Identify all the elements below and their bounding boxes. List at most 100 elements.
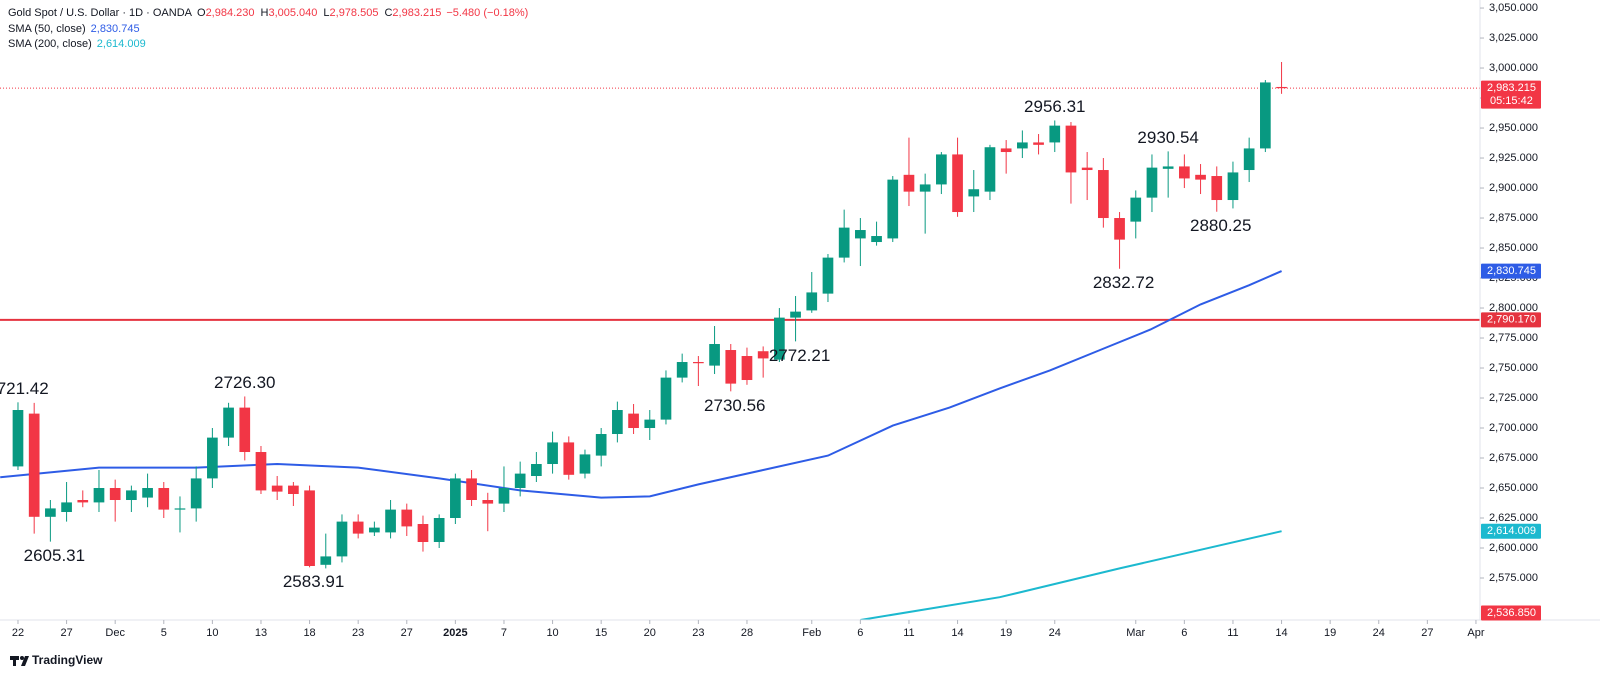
candle-body — [612, 410, 623, 435]
y-tick-label: 2,775.000 — [1489, 332, 1538, 344]
y-tick-label: 2,900.000 — [1489, 182, 1538, 194]
x-tick-label: 27 — [1421, 627, 1433, 639]
y-tick-label: 2,650.000 — [1489, 482, 1538, 494]
last-price-tag-label: 2,983.215 — [1487, 82, 1536, 94]
logo-part — [21, 656, 29, 666]
x-tick-label: 20 — [644, 627, 656, 639]
candle-body — [952, 154, 963, 213]
candle-body — [288, 485, 299, 495]
series-price-tag-label: 2,614.009 — [1487, 525, 1536, 537]
annotation: 2880.25 — [1190, 216, 1251, 235]
candle-body — [450, 478, 461, 519]
annotation: 2726.30 — [214, 373, 275, 392]
candle-body — [385, 509, 396, 533]
x-tick-label: 23 — [352, 627, 364, 639]
x-tick-label: 27 — [60, 627, 72, 639]
legend-entry: SMA (200, close) 2,614.009 — [8, 38, 146, 50]
candle-body — [595, 434, 607, 456]
x-tick-label: 14 — [1275, 627, 1287, 639]
x-tick-label: Feb — [802, 627, 821, 639]
x-tick-label: 27 — [401, 627, 413, 639]
candle-body — [158, 488, 170, 510]
x-tick-label: Mar — [1126, 627, 1145, 639]
candle-body — [806, 292, 818, 311]
quote-key: C — [384, 7, 392, 19]
candle-body — [1114, 218, 1125, 240]
series-price-tag-label: 2,830.745 — [1487, 265, 1536, 277]
x-tick-label: 24 — [1049, 627, 1061, 639]
x-tick-label: 24 — [1373, 627, 1385, 639]
candle-body — [352, 521, 364, 534]
offscreen-price-tag-label: 2,536.850 — [1487, 607, 1536, 619]
x-tick-label: 7 — [501, 627, 507, 639]
quote-value: 2,984.230 — [206, 7, 255, 19]
candle-body — [93, 488, 105, 503]
price-tags: 2,830.745 2,614.009 2,790.170 2,983.21505:1… — [1481, 80, 1541, 621]
candle-body — [1162, 166, 1174, 169]
candle-body — [239, 407, 251, 453]
x-tick-label: 22 — [12, 627, 24, 639]
annotation: 2930.54 — [1137, 128, 1198, 147]
legend-value: 2,614.009 — [97, 38, 146, 50]
candle-body — [968, 189, 980, 197]
candle-body — [693, 362, 704, 364]
x-tick-label: 18 — [303, 627, 315, 639]
candle-body — [903, 174, 915, 192]
candle-body — [174, 508, 186, 510]
candle-body — [223, 407, 234, 438]
candle-body — [855, 230, 866, 239]
candle-body — [1276, 86, 1287, 89]
y-tick-label: 2,625.000 — [1489, 512, 1538, 524]
candle-body — [498, 488, 510, 504]
x-tick-label: 10 — [546, 627, 558, 639]
y-tick-label: 2,675.000 — [1489, 452, 1538, 464]
hline-price-tag — [1481, 312, 1541, 328]
y-tick-label: 2,800.000 — [1489, 302, 1538, 314]
quote-key: L — [323, 7, 329, 19]
annotation: 2605.31 — [24, 546, 85, 565]
candle-body — [628, 413, 639, 429]
y-tick-label: 3,000.000 — [1489, 62, 1538, 74]
quote-key: H — [261, 7, 269, 19]
candle-body — [466, 478, 477, 501]
x-tick-label: Dec — [105, 627, 125, 639]
sma-line — [860, 530, 1282, 620]
candle-body — [919, 184, 931, 192]
quote-key: O — [197, 7, 206, 19]
x-tick-label: 19 — [1324, 627, 1336, 639]
x-tick-label: 28 — [741, 627, 753, 639]
candle-body — [126, 490, 137, 501]
symbol: Gold Spot / U.S. Dollar · 1D · OANDA — [8, 7, 193, 19]
candle-body — [109, 488, 121, 501]
brand: TradingView — [32, 653, 103, 667]
candle-body — [417, 524, 429, 543]
legend-value: 2,830.745 — [91, 23, 140, 35]
annotation: 2772.21 — [769, 346, 830, 365]
candle-body — [1130, 197, 1142, 222]
series-price-tag — [1481, 523, 1541, 539]
candle-body — [660, 377, 672, 420]
x-tick-label: 14 — [951, 627, 963, 639]
candle-body — [61, 502, 72, 513]
x-tick-label: 11 — [1227, 627, 1238, 639]
candle-body — [1049, 125, 1061, 143]
candle-body — [547, 442, 558, 465]
quote-value: 2,978.505 — [330, 7, 379, 19]
y-tick-label: 3,050.000 — [1489, 2, 1538, 14]
series-price-tag — [1481, 263, 1541, 279]
candle-body — [12, 410, 24, 467]
quote-change: −5.480 (−0.18%) — [446, 7, 528, 19]
candle-body — [1000, 148, 1012, 153]
candle-body — [255, 452, 267, 491]
candle-body — [1017, 142, 1028, 149]
candle-body — [1260, 82, 1271, 149]
candle-body — [433, 518, 445, 543]
x-tick-label: 2025 — [443, 627, 467, 639]
sma-line — [0, 270, 1282, 499]
candle-body — [887, 179, 899, 239]
last-price-tag — [1481, 80, 1541, 109]
candle-body — [838, 227, 850, 258]
x-tick-label: 11 — [903, 627, 914, 639]
candle-body — [482, 500, 494, 504]
